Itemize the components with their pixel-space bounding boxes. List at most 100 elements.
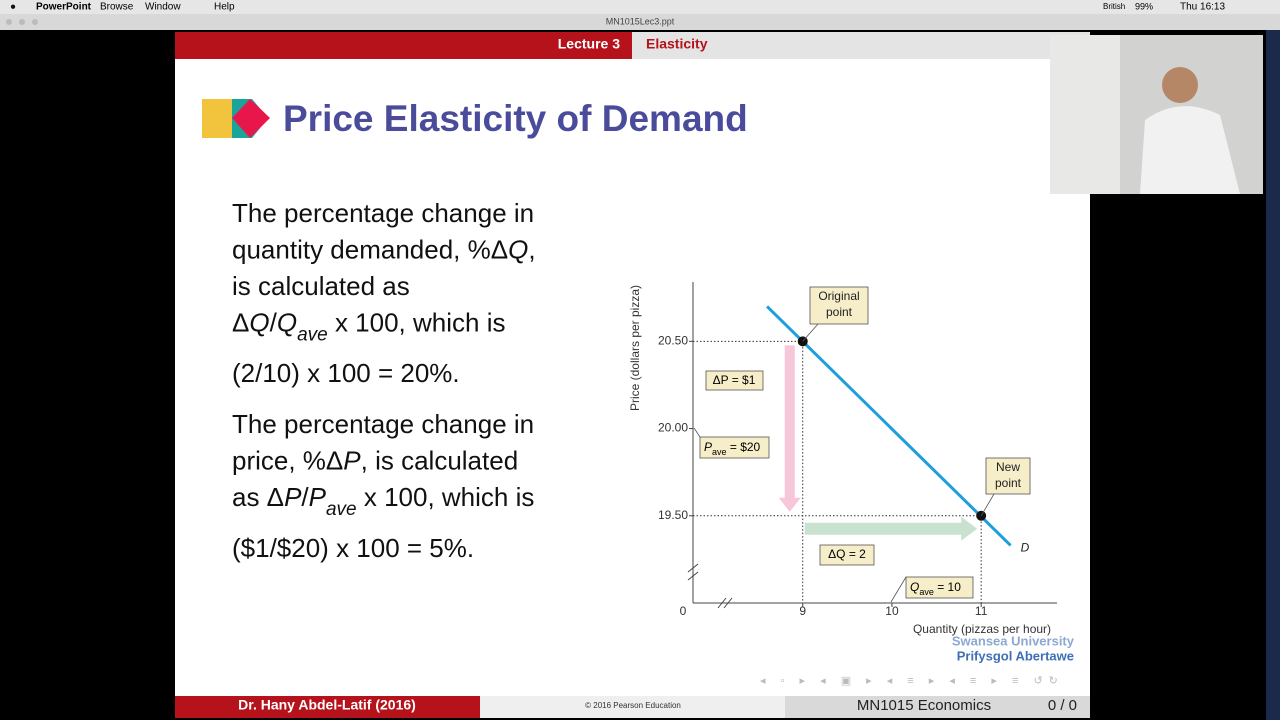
text-run: Q	[508, 234, 528, 264]
y-tick-label: 19.50	[658, 508, 688, 522]
annotation-rest: = 10	[934, 580, 961, 594]
text-run: ave	[326, 499, 357, 520]
origin-label: 0	[680, 604, 687, 618]
topic-label: Elasticity	[646, 36, 708, 52]
body-line: (2/10) x 100 = 20%.	[232, 358, 460, 388]
body-line: as ΔP/Pave x 100, which is	[232, 482, 534, 520]
text-run: P	[309, 482, 327, 512]
apple-menu[interactable]: ●	[10, 2, 16, 13]
annotation: Qave = 10	[910, 580, 961, 597]
text-run: x 100, which is	[328, 307, 506, 337]
annotation-box	[705, 370, 764, 391]
body-line: ($1/$20) x 100 = 5%.	[232, 533, 474, 563]
webcam-person	[1140, 106, 1240, 194]
text-run: /	[270, 307, 278, 337]
text-run: , is calculated	[361, 445, 519, 475]
delta-q-arrow	[804, 516, 978, 541]
annotation-leader	[890, 576, 907, 603]
webcam-wall	[1050, 35, 1120, 194]
y-tick-label: 20.50	[658, 333, 688, 347]
menu-item: Window	[145, 2, 181, 13]
footer-page: 0 / 0	[1048, 697, 1077, 714]
demand-line	[765, 305, 1012, 547]
annotation-sub: ave	[712, 447, 727, 457]
app-name: PowerPoint	[36, 2, 92, 13]
text-run: Q	[249, 307, 269, 337]
body-line: The percentage change in	[232, 198, 534, 228]
text-run: The percentage change in	[232, 198, 534, 228]
y-tick-label: 20.00	[658, 421, 688, 435]
annotation-box	[809, 286, 869, 325]
text-run: Δ	[232, 307, 249, 337]
text-run: /	[301, 482, 309, 512]
slide-nav[interactable]: ◂ ▫ ▸ ◂ ▣ ▸ ◂ ≡ ▸ ◂ ≡ ▸ ≡ ↺↻	[760, 675, 1064, 687]
annotation-leader	[693, 427, 701, 438]
footer-author: Dr. Hany Abdel-Latif (2016)	[238, 697, 416, 713]
lecture-label: Lecture 3	[558, 36, 620, 52]
desktop-edge	[1266, 30, 1280, 720]
window-titlebar	[0, 14, 1280, 30]
menubar	[0, 0, 1280, 14]
header-bar	[175, 32, 632, 59]
footer-course: MN1015 Economics	[857, 697, 991, 714]
annotation-sub: ave	[919, 587, 934, 597]
annotation-leader	[980, 493, 995, 516]
menu-item: Browse	[100, 2, 134, 13]
annotation: ΔP = $1	[713, 373, 756, 387]
title-icon	[232, 99, 270, 138]
annotation-main: Q	[910, 580, 919, 594]
annotation-main: P	[704, 440, 712, 454]
body-line: is calculated as	[232, 271, 410, 301]
text-run: P	[284, 482, 302, 512]
slide	[175, 32, 1090, 718]
university-name: Prifysgol Abertawe	[957, 648, 1074, 663]
menu-language: British	[1103, 2, 1125, 11]
text-run: The percentage change in	[232, 409, 534, 439]
header-bar-right	[632, 32, 1090, 59]
text-run: ($1/$20) x 100 = 5%.	[232, 533, 474, 563]
delta-p-arrow	[778, 345, 801, 512]
footer-right	[785, 696, 1090, 718]
text-run: P	[343, 445, 361, 475]
axis-break	[687, 563, 733, 609]
window-button[interactable]	[32, 19, 38, 25]
text-run: ,	[528, 234, 535, 264]
body-line: price, %ΔP, is calculated	[232, 445, 518, 475]
annotation-rest: = $20	[727, 440, 761, 454]
window-button[interactable]	[19, 19, 25, 25]
text-run: (2/10) x 100 = 20%.	[232, 358, 460, 388]
annotation: ΔQ = 2	[828, 547, 866, 561]
y-axis-title: Price (dollars per pizza)	[628, 285, 642, 411]
text-run: price, %Δ	[232, 445, 343, 475]
webcam-person	[1162, 67, 1198, 103]
window-title: MN1015Lec3.ppt	[606, 16, 675, 26]
text-run: ave	[297, 324, 328, 345]
slide-title: Price Elasticity of Demand	[283, 98, 748, 139]
annotation: Pave = $20	[704, 440, 761, 457]
body-line: ΔQ/Qave x 100, which is	[232, 307, 505, 345]
menu-battery: 99%	[1135, 1, 1153, 11]
annotation-box	[985, 457, 1031, 495]
text-run: is calculated as	[232, 271, 410, 301]
x-tick-label: 10	[885, 604, 899, 618]
point-label: New	[996, 460, 1020, 474]
body-line: quantity demanded, %ΔQ,	[232, 234, 536, 264]
menu-clock: Thu 16:13	[1180, 2, 1225, 13]
menu-item: Help	[214, 2, 235, 13]
text-run: x 100, which is	[357, 482, 535, 512]
annotation-box	[905, 576, 974, 599]
university-name: Swansea University	[952, 633, 1075, 648]
footer-middle	[480, 696, 785, 718]
footer-copyright: © 2016 Pearson Education	[585, 701, 681, 710]
text-run: Q	[277, 307, 297, 337]
text-run: quantity demanded, %Δ	[232, 234, 508, 264]
point-label: Original	[818, 289, 859, 303]
point-label: point	[826, 305, 853, 319]
x-tick-label: 11	[975, 604, 988, 618]
x-axis-title: Quantity (pizzas per hour)	[913, 622, 1051, 636]
body-line: The percentage change in	[232, 409, 534, 439]
window-button[interactable]	[6, 19, 12, 25]
text-run: as Δ	[232, 482, 284, 512]
